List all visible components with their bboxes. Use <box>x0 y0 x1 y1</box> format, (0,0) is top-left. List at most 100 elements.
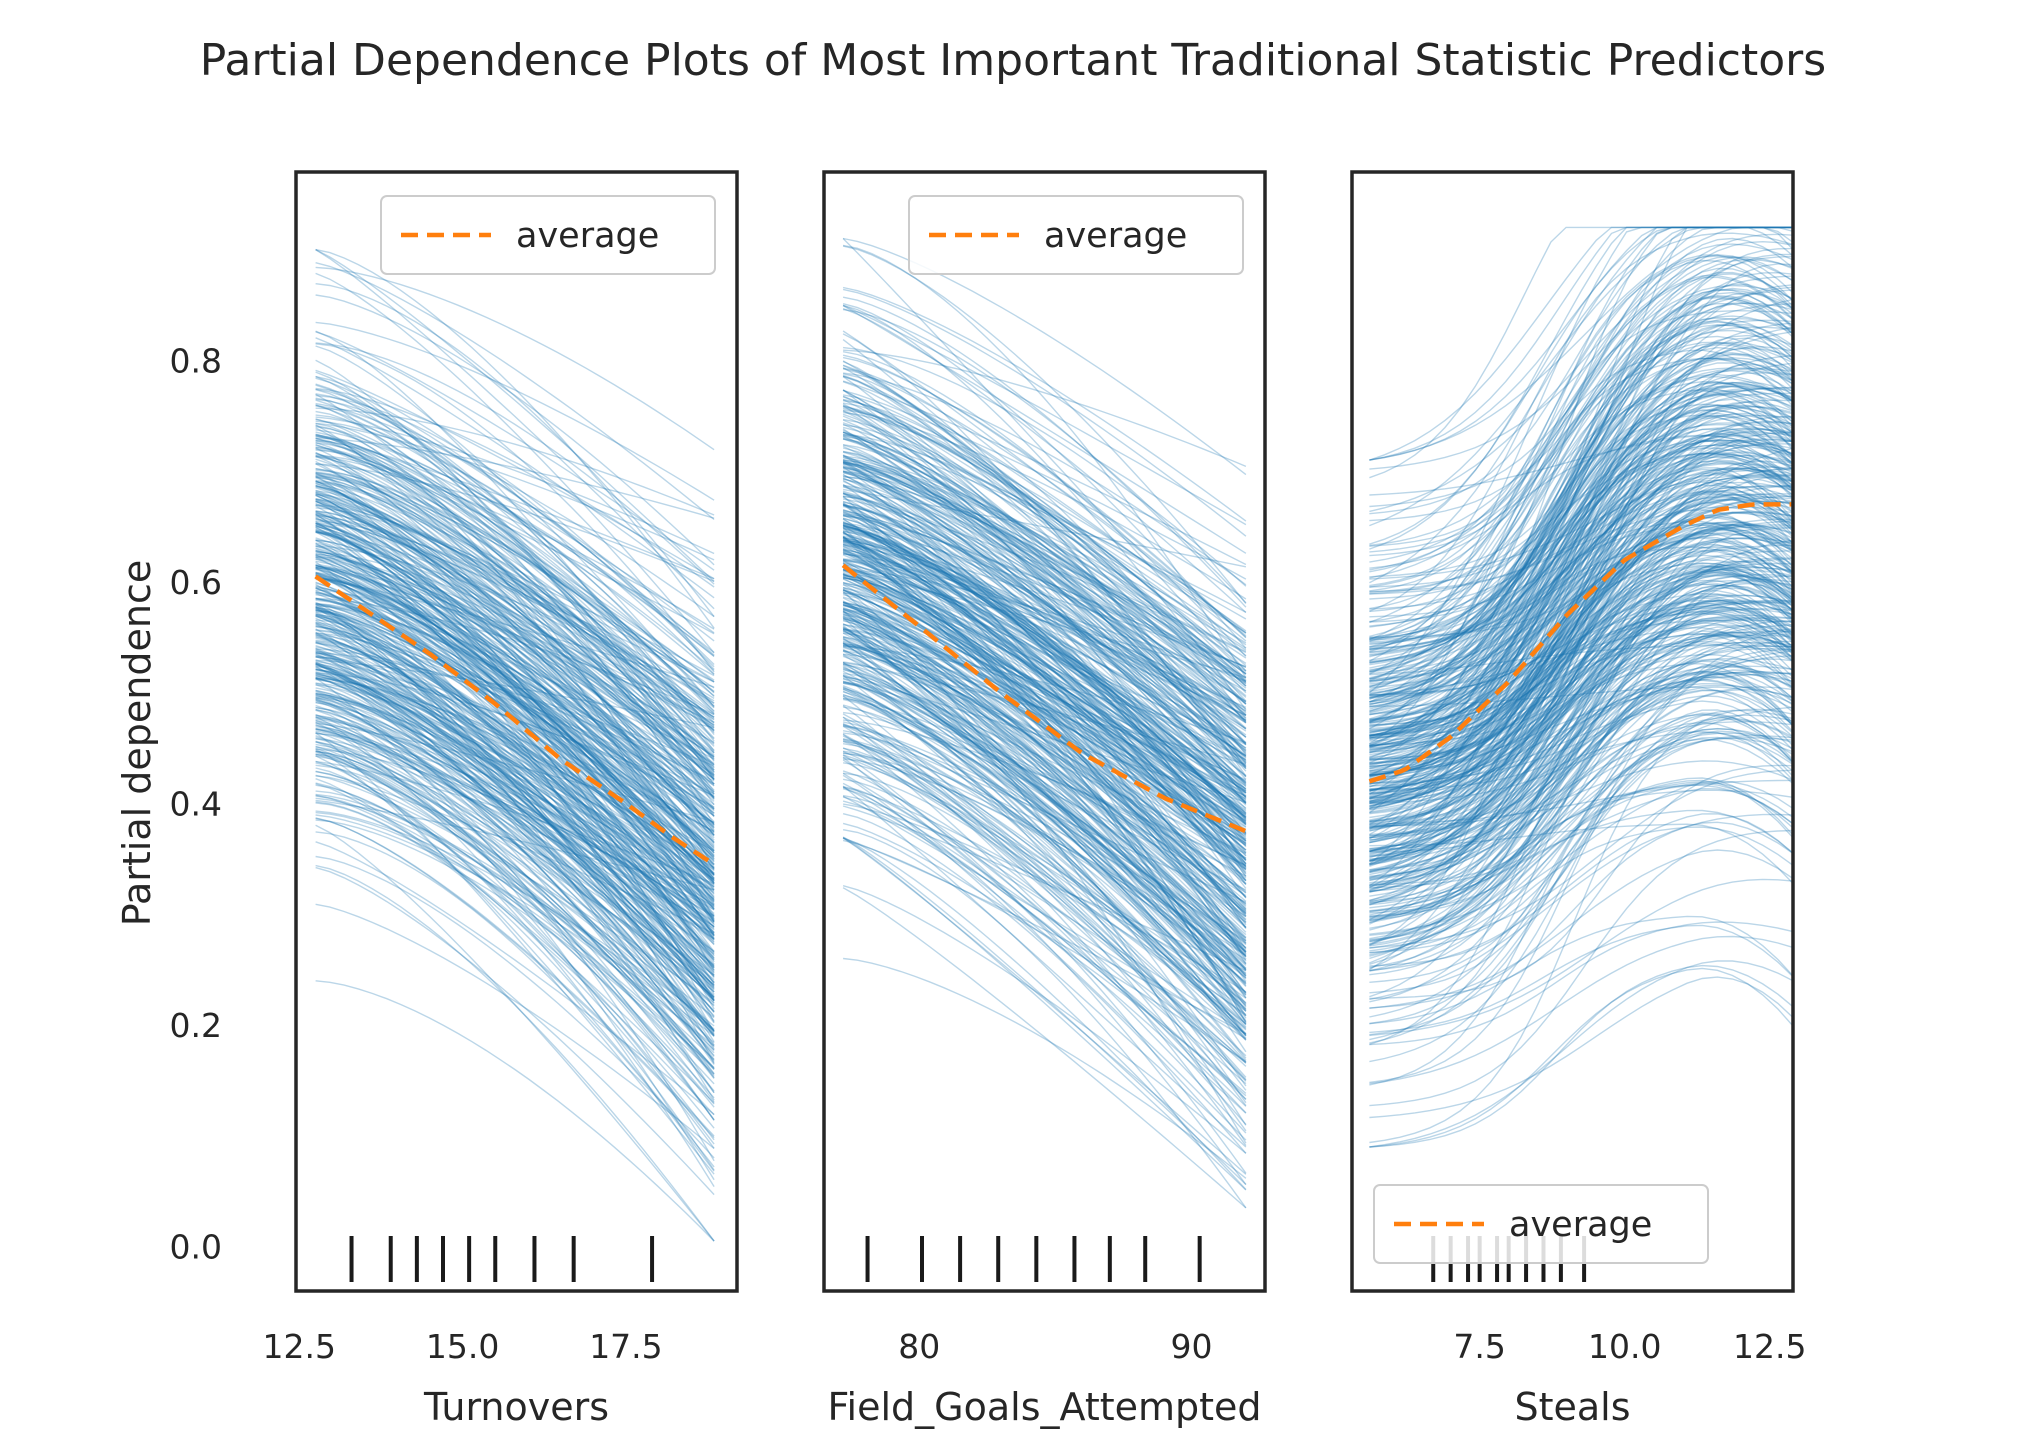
ice-curve <box>1369 728 1794 876</box>
ice-curve <box>315 639 715 923</box>
ice-curve <box>1369 284 1794 641</box>
ice-curve <box>842 438 1247 664</box>
y-tick-label: 0.2 <box>170 1006 222 1045</box>
ice-curve <box>843 711 1247 971</box>
ice-curve <box>842 641 1247 836</box>
ice-curve <box>1369 976 1794 1119</box>
ice-curve <box>1369 536 1794 777</box>
ice-curve <box>842 466 1247 683</box>
ice-curve <box>842 686 1247 985</box>
ice-curve <box>842 402 1247 694</box>
ice-curve <box>1368 226 1793 694</box>
ice-curve <box>315 663 715 917</box>
ice-curve <box>315 545 715 744</box>
ice-curve <box>1369 323 1794 723</box>
ice-curve <box>842 622 1247 1087</box>
ice-curve <box>315 549 715 728</box>
ice-curve <box>315 500 715 781</box>
ice-curve <box>1369 509 1794 595</box>
ice-curve <box>1369 414 1794 700</box>
ice-curve <box>842 518 1247 845</box>
ice-curves <box>1368 226 1794 1148</box>
ice-curve <box>1369 607 1794 871</box>
ice-curve <box>315 448 715 776</box>
ice-curve <box>1369 569 1794 775</box>
ice-curve <box>1369 718 1794 954</box>
ice-curve <box>315 732 715 1175</box>
ice-curve <box>1369 663 1794 791</box>
ice-curve <box>315 704 715 1103</box>
ice-curve <box>315 716 715 1145</box>
ice-curve <box>1369 662 1794 960</box>
ice-curve <box>842 296 1247 608</box>
ice-curve <box>842 460 1247 763</box>
ice-curve <box>1369 537 1794 806</box>
ice-curve <box>842 682 1247 971</box>
ice-curve <box>842 537 1247 668</box>
ice-curve <box>315 414 715 708</box>
ice-curve <box>842 418 1247 684</box>
ice-curve <box>1369 353 1794 648</box>
ice-curve <box>1369 779 1794 1003</box>
ice-curve <box>1369 524 1794 787</box>
ice-curve <box>842 601 1247 833</box>
ice-curve <box>315 480 715 818</box>
ice-curve <box>1369 679 1794 924</box>
ice-curve <box>1369 676 1794 888</box>
ice-curve <box>842 578 1247 792</box>
ice-curve <box>315 388 715 780</box>
legend-label: average <box>516 216 659 256</box>
ice-curve <box>842 603 1247 939</box>
ice-curve <box>842 450 1247 746</box>
ice-curve <box>315 472 715 692</box>
ice-curve <box>1369 688 1794 965</box>
ice-curve <box>315 571 715 891</box>
ice-curve <box>315 549 715 916</box>
ice-curve <box>1369 331 1794 826</box>
ice-curve <box>315 730 715 1057</box>
ice-curve <box>315 345 715 707</box>
ice-curve <box>315 731 715 993</box>
ice-curve <box>1369 562 1794 943</box>
ice-curve <box>842 663 1247 1004</box>
ice-curve <box>315 556 715 979</box>
ice-curve <box>1369 468 1794 748</box>
ice-curve <box>315 437 715 519</box>
ice-curve <box>1369 388 1794 696</box>
ice-curve <box>1369 467 1794 792</box>
ice-curve <box>315 475 715 729</box>
ice-curve <box>315 750 715 1054</box>
ice-curve <box>842 694 1247 975</box>
ice-curve <box>1369 349 1794 745</box>
ice-curve <box>1369 451 1794 689</box>
ice-curve <box>843 645 1247 744</box>
ice-curve <box>842 500 1247 825</box>
ice-curve <box>1369 283 1794 685</box>
ice-curve <box>842 596 1247 924</box>
ice-curve <box>315 492 715 793</box>
ice-curve <box>1369 635 1794 832</box>
ice-curve <box>1369 736 1794 909</box>
ice-curve <box>843 484 1247 721</box>
ice-curve <box>315 648 715 939</box>
ice-curve <box>315 283 715 618</box>
ice-curve <box>315 606 715 1001</box>
ice-curve <box>1369 474 1794 925</box>
ice-curves <box>842 237 1247 1209</box>
ice-curve <box>315 422 715 921</box>
ice-curve <box>1369 624 1794 824</box>
ice-curve <box>315 444 715 681</box>
ice-curve <box>842 614 1247 898</box>
ice-curve <box>1369 453 1794 698</box>
ice-curve <box>1369 566 1794 861</box>
ice-curve <box>842 521 1247 803</box>
ice-curve <box>842 735 1247 1012</box>
ice-curve <box>1369 291 1794 703</box>
ice-curve <box>315 272 715 654</box>
ice-curve <box>1369 362 1794 747</box>
ice-curve <box>315 724 715 952</box>
ice-curve <box>842 523 1247 788</box>
ice-curve <box>842 636 1247 928</box>
ice-curve <box>842 716 1247 1063</box>
